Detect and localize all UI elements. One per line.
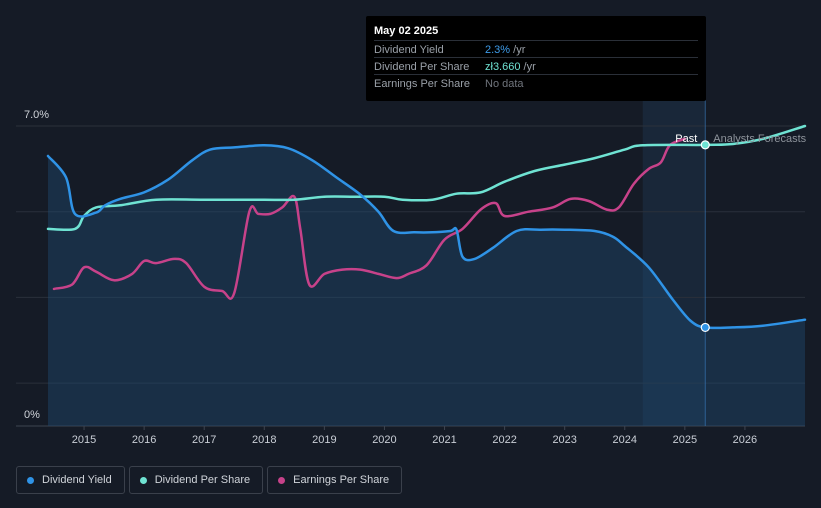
tooltip-row-dividend-per-share: Dividend Per Share zł3.660 /yr (374, 57, 698, 75)
past-region-band (642, 100, 706, 426)
x-axis-ticks: 2015 2016 2017 2018 2019 2020 2021 2022 2023 2024… (72, 426, 757, 446)
legend-dot-icon (139, 476, 147, 484)
x-tick-label: 2016 (132, 434, 156, 446)
legend-dot-icon (278, 476, 286, 484)
x-tick-label: 2025 (673, 434, 697, 446)
x-tick-label: 2023 (552, 434, 576, 446)
series-layer (46, 124, 807, 330)
tooltip-label: Dividend Yield (374, 44, 444, 56)
legend-dot-icon (27, 476, 34, 484)
tooltip-markers (700, 140, 710, 333)
x-tick-label: 2026 (733, 434, 757, 446)
earnings-per-share-line (52, 137, 687, 300)
x-tick-label: 2018 (252, 434, 276, 446)
tooltip-row-dividend-yield: Dividend Yield 2.3% /yr (374, 40, 698, 58)
dividend-per-share-line (46, 124, 807, 232)
legend-label: Dividend Yield (42, 474, 112, 486)
dividend-yield-line (46, 144, 807, 330)
tooltip-row-earnings-per-share: Earnings Per Share No data (374, 74, 698, 92)
dividend-yield-area (48, 145, 805, 426)
legend-item-dividend-per-share[interactable]: Dividend Per Share (128, 466, 264, 494)
tooltip-value: 2.3% /yr (485, 44, 526, 56)
legend-label: Earnings Per Share (293, 474, 390, 486)
tooltip-date: May 02 2025 (374, 25, 439, 37)
y-axis-top-label: 7.0% (24, 109, 49, 121)
dividend-per-share-marker (700, 140, 710, 150)
x-tick-label: 2022 (492, 434, 516, 446)
legend-item-dividend-yield[interactable]: Dividend Yield (16, 466, 125, 494)
tooltip-value: No data (485, 78, 524, 90)
x-tick-label: 2015 (72, 434, 96, 446)
legend-label: Dividend Per Share (154, 474, 251, 486)
dividend-yield-marker (700, 322, 710, 333)
x-tick-label: 2019 (312, 434, 336, 446)
x-tick-label: 2020 (372, 434, 396, 446)
y-axis-bottom-label: 0% (24, 409, 40, 421)
x-tick-label: 2017 (192, 434, 216, 446)
x-tick-label: 2024 (613, 434, 637, 446)
forecast-label: Analysts Forecasts (713, 133, 806, 145)
tooltip-value: zł3.660 /yr (485, 61, 536, 73)
tooltip-label: Earnings Per Share (374, 78, 470, 90)
chart-legend: Dividend Yield Dividend Per Share Earnin… (16, 466, 403, 494)
x-tick-label: 2021 (432, 434, 456, 446)
gridlines (16, 125, 805, 384)
tooltip-label: Dividend Per Share (374, 61, 470, 73)
past-label: Past (675, 133, 697, 145)
chart-tooltip: May 02 2025 Dividend Yield 2.3% /yr Divi… (366, 16, 706, 101)
legend-item-earnings-per-share[interactable]: Earnings Per Share (267, 466, 403, 494)
